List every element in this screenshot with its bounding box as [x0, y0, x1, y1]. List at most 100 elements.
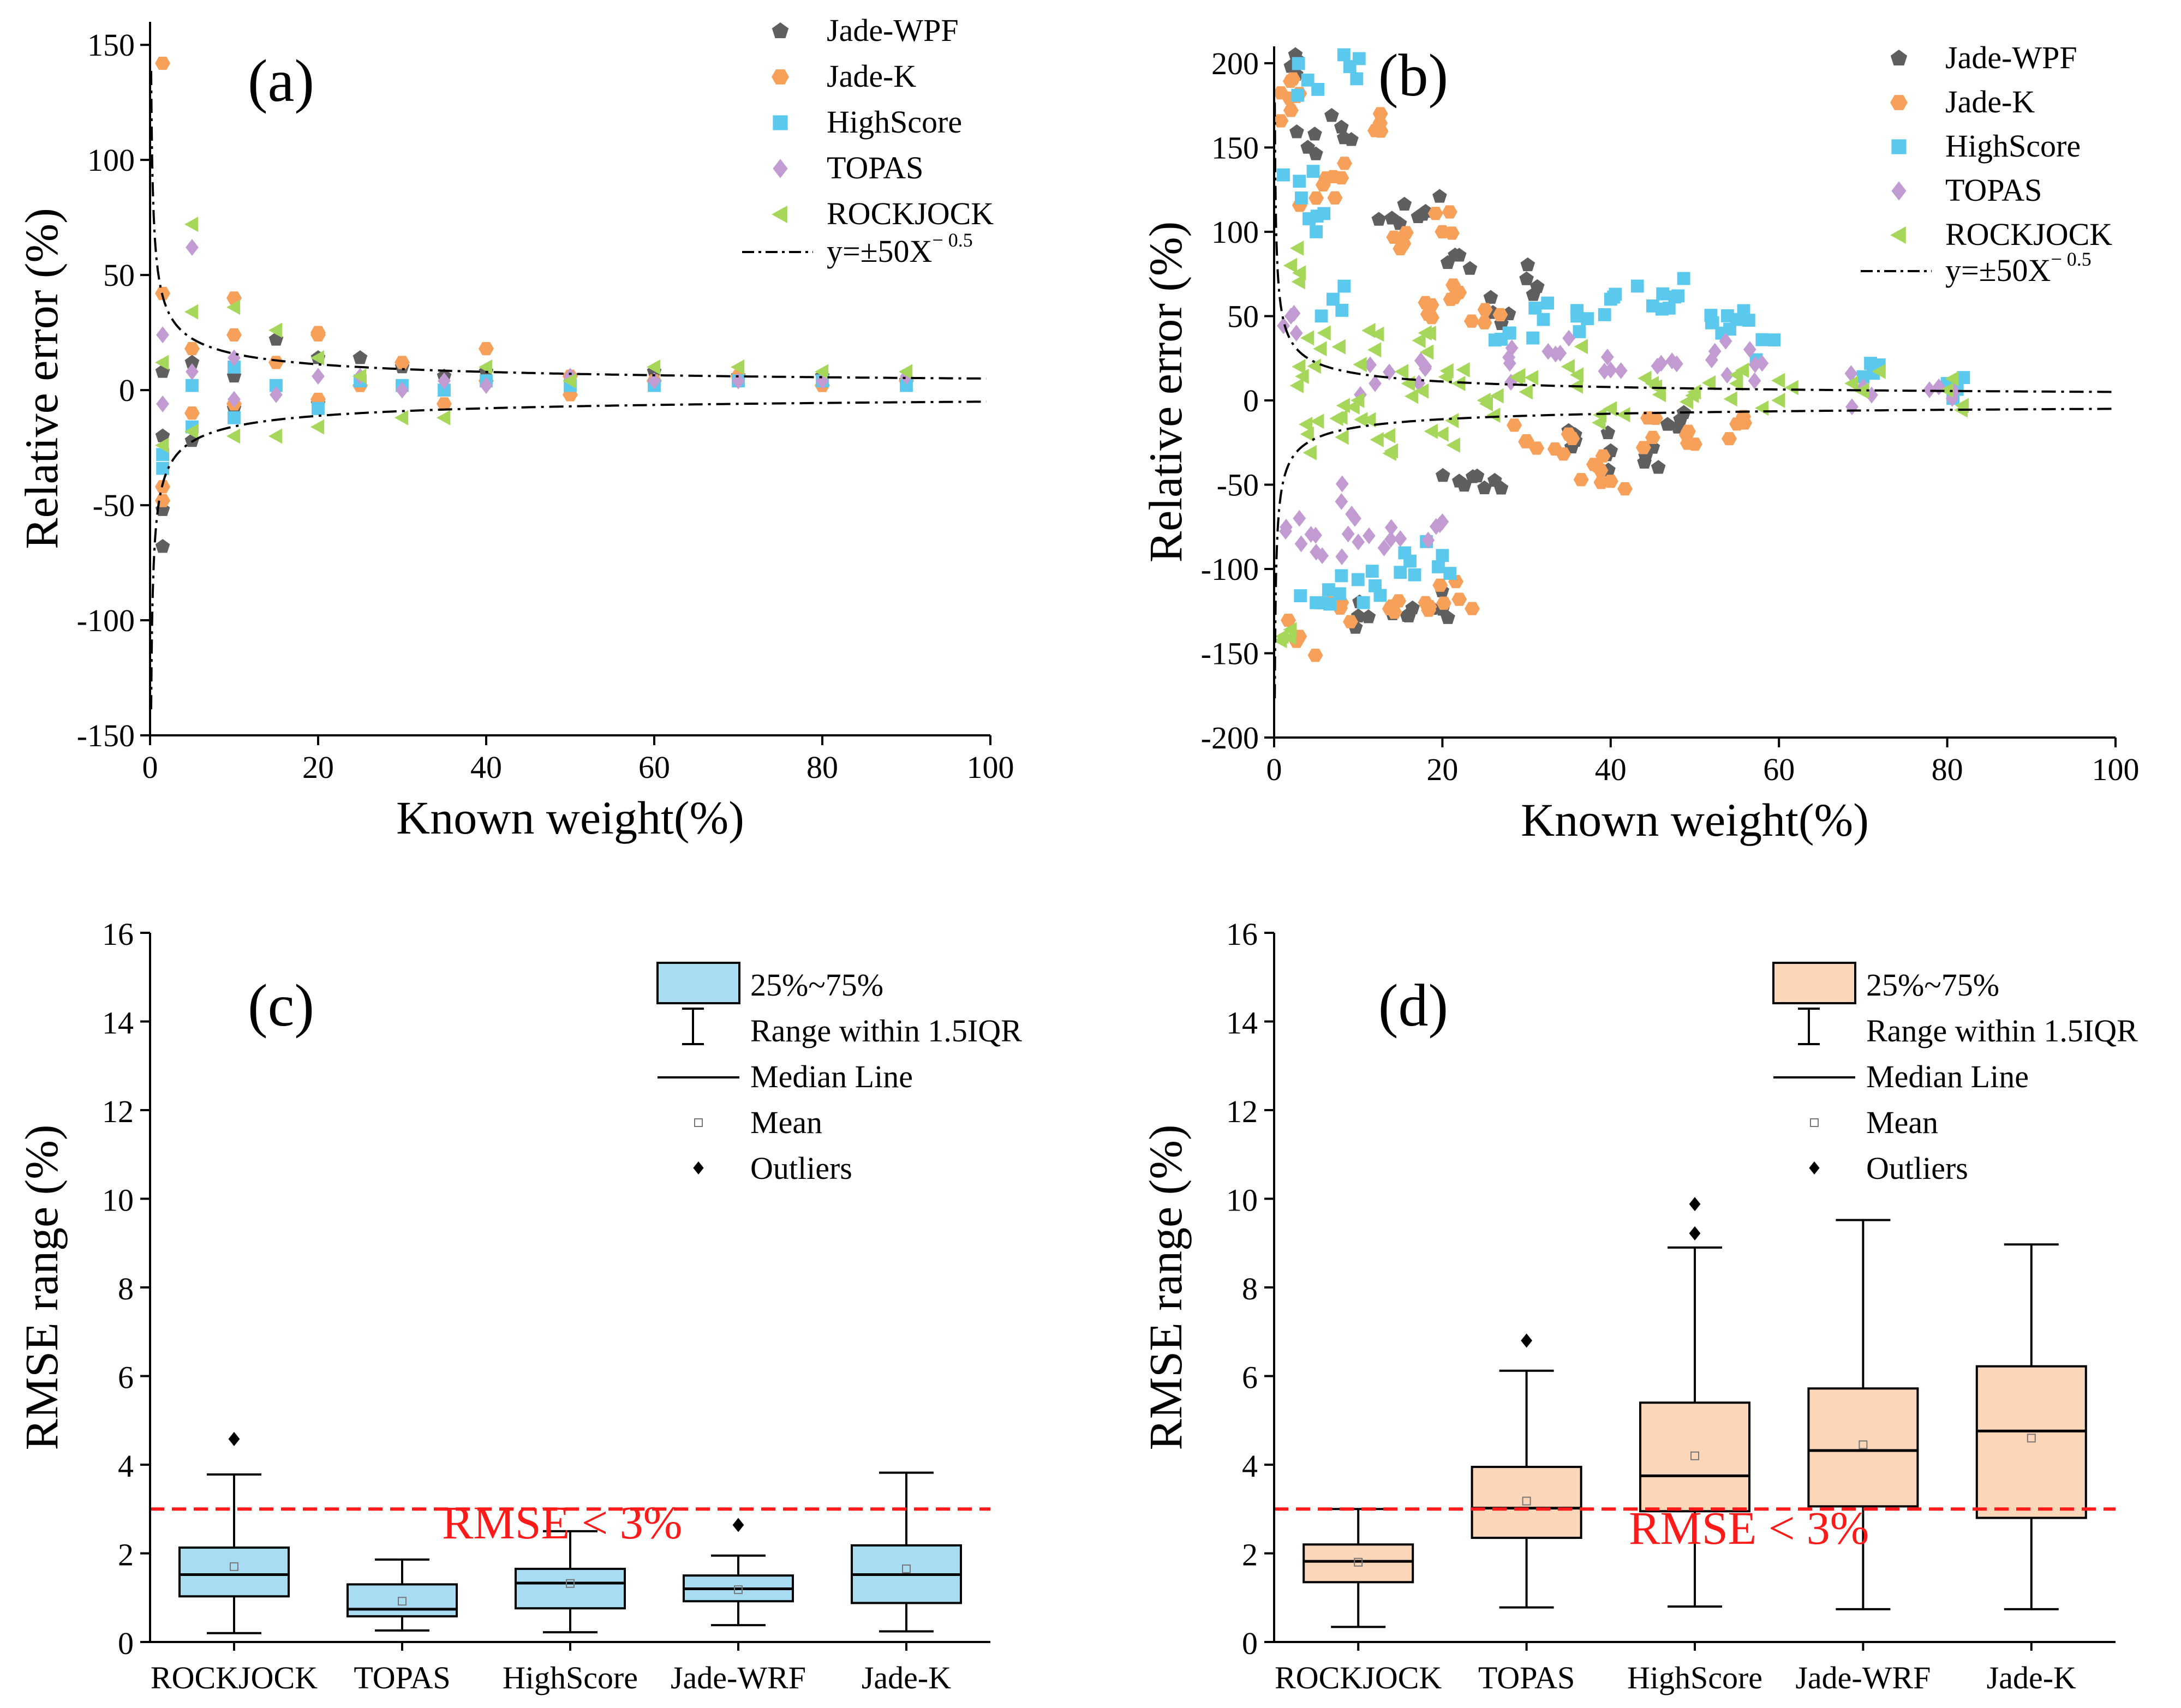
point-jade-k-15-2	[1332, 601, 1348, 615]
point-jade-k-4-1	[1373, 124, 1389, 138]
point-rockjock-4-0	[1331, 339, 1346, 355]
panel-label: (b)	[1378, 42, 1448, 109]
point-rockjock-5-0	[1329, 411, 1343, 427]
point-jade-wpf-2	[1334, 119, 1349, 134]
box-highscore	[515, 1530, 626, 1634]
point-jade-k-7-1	[1492, 308, 1508, 322]
point-jade-wpf-15-2	[1493, 481, 1509, 495]
box-panel-3: RMSE < 3% 0 2 4 6 8 10 12 14 16 ROCKJOCK TOPAS HighS…	[1139, 916, 2138, 1695]
iqr-box	[178, 1546, 290, 1598]
point-rockjock-21-1	[1854, 383, 1868, 399]
point-rockjock-8-1	[1370, 432, 1384, 447]
point-topas-9-0	[1502, 349, 1516, 366]
legend-marker-jade-wpf	[772, 22, 789, 38]
y-tick-label: 4	[118, 1448, 134, 1484]
point-topas-14-2	[1748, 372, 1761, 389]
point-jade-wpf-11	[352, 350, 368, 364]
point-rockjock-21-0	[1844, 375, 1859, 391]
point-topas-13-2	[1708, 343, 1722, 360]
point-topas-1	[156, 395, 169, 412]
point-highscore-19-1	[1443, 567, 1457, 580]
legend-label: Mean	[750, 1105, 822, 1140]
point-highscore-18	[1394, 566, 1407, 579]
y-tick-label: 100	[1211, 214, 1259, 250]
point-jade-k-7	[226, 328, 242, 341]
point-highscore-7	[312, 401, 325, 415]
box-rockjock	[178, 1431, 290, 1634]
point-jade-wpf-5-2	[1448, 247, 1462, 262]
point-highscore-3-1	[1352, 52, 1366, 65]
y-tick-label: -50	[93, 488, 135, 523]
envelope-curve-lower	[1274, 407, 2112, 699]
y-tick-label: 200	[1211, 46, 1259, 81]
point-rockjock-19-2	[1729, 367, 1743, 383]
point-jade-k-18	[1451, 592, 1467, 606]
mean-marker	[734, 1585, 743, 1595]
point-rockjock-11-2	[1445, 412, 1459, 428]
x-tick-label: 100	[2092, 752, 2140, 787]
point-topas-4-1	[1384, 519, 1398, 536]
point-highscore-5	[228, 411, 241, 424]
point-highscore-15-0	[1957, 371, 1970, 384]
y-tick-label: 14	[102, 1005, 134, 1041]
point-topas-2	[186, 239, 199, 256]
point-jade-k-6-0	[1445, 278, 1461, 292]
legend-marker-jade-k	[1890, 95, 1908, 110]
data-points	[1273, 47, 1970, 662]
legend-label: Jade-WPF	[827, 13, 959, 48]
x-tick-label: 60	[638, 750, 670, 785]
mean-marker	[1690, 1451, 1699, 1460]
point-jade-k-14-1	[1736, 410, 1752, 423]
y-axis-title: RMSE range (%)	[15, 1124, 68, 1450]
x-tick-label: 80	[1932, 752, 1963, 787]
point-rockjock-4-2	[1313, 341, 1327, 357]
point-topas-3-0	[1335, 548, 1349, 565]
point-highscore-6-2	[1528, 301, 1542, 315]
point-highscore-18-0	[1408, 568, 1421, 582]
point-highscore-20-0	[1365, 565, 1379, 578]
point-jade-k-8-0	[1529, 441, 1545, 455]
point-highscore-16-2	[1294, 589, 1307, 602]
point-jade-wpf-7	[1519, 271, 1534, 285]
point-rockjock-9-0	[1394, 364, 1408, 380]
x-tick-label: 20	[302, 750, 334, 785]
point-topas-2-0	[1309, 526, 1323, 544]
point-topas-14-1	[1743, 341, 1756, 358]
point-rockjock-9-2	[1404, 388, 1419, 404]
iqr-box	[1471, 1466, 1582, 1539]
point-rockjock-3	[184, 304, 199, 320]
point-jade-k-12	[1645, 430, 1660, 445]
legend-label: Mean	[1866, 1105, 1938, 1140]
point-jade-k-17-1	[1432, 578, 1448, 592]
point-rockjock-13	[437, 410, 451, 425]
legend-label: Range within 1.5IQR	[750, 1013, 1022, 1048]
point-rockjock-4-1	[1300, 330, 1314, 346]
point-topas-4	[228, 391, 241, 408]
outlier-0	[228, 1431, 240, 1446]
point-topas-8-1	[1414, 352, 1427, 369]
x-tick-label: Jade-WRF	[671, 1660, 806, 1695]
point-rockjock-18	[815, 364, 829, 380]
point-topas-0-2	[1277, 317, 1290, 334]
point-topas-1	[1293, 510, 1306, 527]
panel-label: (a)	[248, 47, 314, 114]
point-topas-13-0	[1719, 333, 1732, 350]
legend-mean-icon	[694, 1118, 703, 1127]
point-jade-k-0	[155, 56, 171, 70]
point-highscore-3-2	[1350, 72, 1364, 86]
point-highscore-13	[1755, 333, 1769, 346]
legend-label: Range within 1.5IQR	[1866, 1013, 2138, 1048]
point-jade-k-16-0	[1391, 594, 1407, 608]
point-rockjock-15	[1561, 359, 1575, 375]
point-highscore-2-2	[1311, 83, 1325, 96]
point-rockjock-16-2	[1616, 407, 1630, 423]
point-topas-3	[186, 363, 199, 380]
legend-label: Median Line	[1866, 1059, 2029, 1094]
legend-marker-jade-k	[772, 69, 789, 85]
point-rockjock-9	[310, 350, 325, 366]
legend-label: Jade-K	[1945, 84, 2035, 119]
point-topas-5	[228, 349, 241, 367]
legend-box-swatch	[1772, 962, 1856, 1004]
point-rockjock-1-2	[1291, 274, 1305, 290]
point-jade-k-9-2	[1547, 442, 1563, 456]
